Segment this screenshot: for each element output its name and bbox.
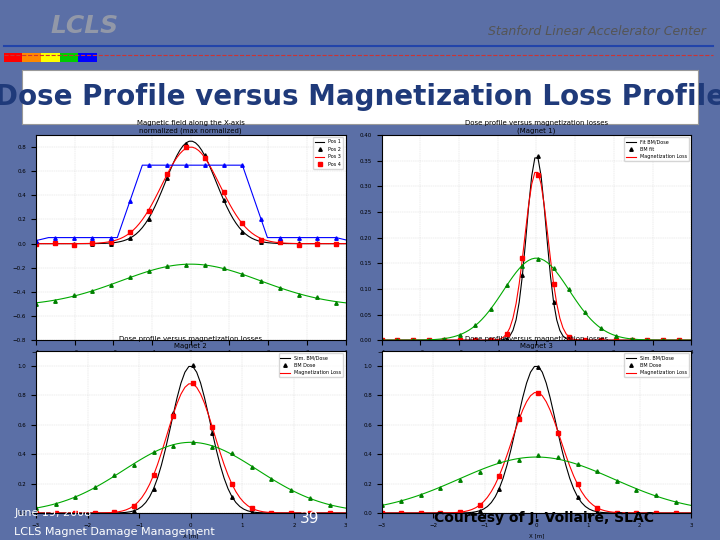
Text: Courtesy of J. Vollaire, SLAC: Courtesy of J. Vollaire, SLAC	[433, 511, 654, 525]
Bar	[41, 53, 60, 62]
Legend: Fit BM/Dose, BM fit, Magnetization Loss: Fit BM/Dose, BM fit, Magnetization Loss	[624, 138, 689, 161]
Title: Dose profile versus magnetization losses
Magnet 3: Dose profile versus magnetization losses…	[465, 336, 608, 349]
Text: LCLS Magnet Damage Management: LCLS Magnet Damage Management	[14, 527, 215, 537]
Text: Dose Profile versus Magnetization Loss Profile: Dose Profile versus Magnetization Loss P…	[0, 83, 720, 111]
Title: Magnetic field along the X-axis
normalized (max normalized): Magnetic field along the X-axis normaliz…	[137, 120, 245, 134]
X-axis label: X [m]: X [m]	[183, 534, 199, 538]
Bar	[60, 53, 78, 62]
Text: June 19, 2008: June 19, 2008	[14, 508, 91, 518]
Legend: Sim. BM/Dose, BM Dose, Magnetization Loss: Sim. BM/Dose, BM Dose, Magnetization Los…	[279, 354, 343, 377]
Legend: Pos 1, Pos 2, Pos 3, Pos 4: Pos 1, Pos 2, Pos 3, Pos 4	[312, 138, 343, 168]
Text: Stanford Linear Accelerator Center: Stanford Linear Accelerator Center	[487, 24, 706, 38]
Title: Dose profile versus magnetization losses
(Magnet 1): Dose profile versus magnetization losses…	[465, 120, 608, 134]
X-axis label: X [m]: X [m]	[528, 534, 544, 538]
Bar	[78, 53, 97, 62]
Bar	[4, 53, 22, 62]
Legend: Sim. BM/Dose, BM Dose, Magnetization Loss: Sim. BM/Dose, BM Dose, Magnetization Los…	[624, 354, 689, 377]
Title: Dose profile versus magnetization losses
Magnet 2: Dose profile versus magnetization losses…	[120, 336, 262, 349]
Text: LCLS: LCLS	[50, 14, 119, 38]
Text: 39: 39	[300, 511, 320, 526]
Bar	[22, 53, 41, 62]
